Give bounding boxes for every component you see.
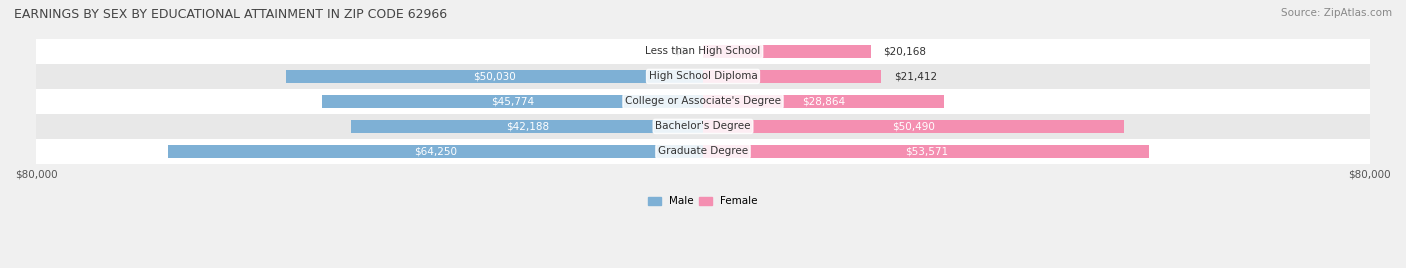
- Text: $45,774: $45,774: [491, 96, 534, 106]
- Bar: [37, 64, 1369, 89]
- Text: $28,864: $28,864: [801, 96, 845, 106]
- Bar: [322, 95, 703, 108]
- Text: $50,030: $50,030: [474, 72, 516, 81]
- Bar: [37, 89, 1369, 114]
- Text: Graduate Degree: Graduate Degree: [658, 146, 748, 157]
- Bar: [703, 70, 882, 83]
- Bar: [37, 139, 1369, 164]
- Bar: [37, 39, 1369, 64]
- Bar: [703, 144, 1150, 158]
- Bar: [285, 70, 703, 83]
- Text: $53,571: $53,571: [904, 146, 948, 157]
- Bar: [167, 144, 703, 158]
- Text: $20,168: $20,168: [883, 46, 927, 57]
- Text: Source: ZipAtlas.com: Source: ZipAtlas.com: [1281, 8, 1392, 18]
- Text: $0: $0: [673, 46, 686, 57]
- Text: $21,412: $21,412: [894, 72, 936, 81]
- Text: $64,250: $64,250: [413, 146, 457, 157]
- Text: Less than High School: Less than High School: [645, 46, 761, 57]
- Text: College or Associate's Degree: College or Associate's Degree: [626, 96, 780, 106]
- Legend: Male, Female: Male, Female: [644, 192, 762, 211]
- Text: Bachelor's Degree: Bachelor's Degree: [655, 121, 751, 131]
- Bar: [352, 120, 703, 133]
- Bar: [703, 44, 872, 58]
- Text: EARNINGS BY SEX BY EDUCATIONAL ATTAINMENT IN ZIP CODE 62966: EARNINGS BY SEX BY EDUCATIONAL ATTAINMEN…: [14, 8, 447, 21]
- Bar: [703, 120, 1123, 133]
- Bar: [703, 95, 943, 108]
- Text: $50,490: $50,490: [891, 121, 935, 131]
- Text: $42,188: $42,188: [506, 121, 548, 131]
- Text: High School Diploma: High School Diploma: [648, 72, 758, 81]
- Bar: [37, 114, 1369, 139]
